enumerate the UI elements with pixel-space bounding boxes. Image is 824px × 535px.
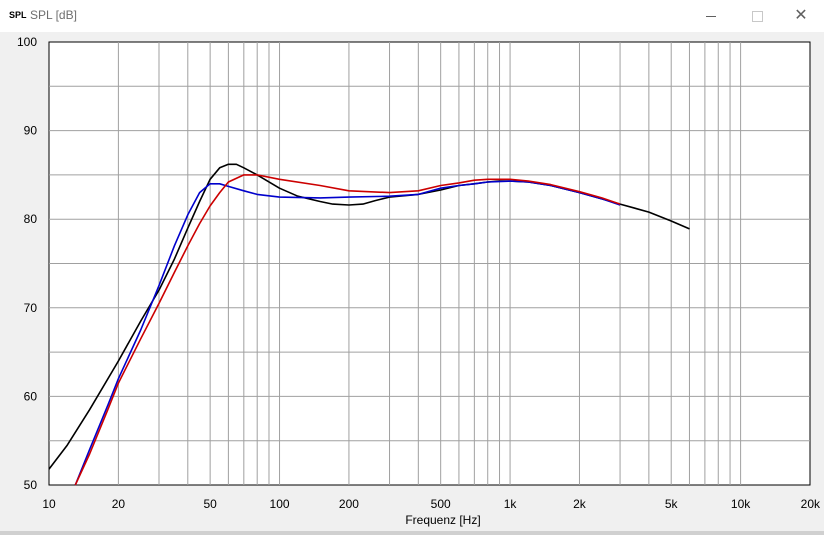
x-tick-label: 500	[431, 497, 451, 511]
series-lines	[48, 163, 690, 486]
series-line-2	[74, 180, 621, 486]
x-tick-label: 20k	[801, 497, 821, 511]
x-tick-label: 50	[203, 497, 217, 511]
minimize-icon	[706, 15, 716, 17]
app-icon: SPL	[9, 10, 27, 20]
y-tick-label: 100	[17, 35, 37, 49]
y-tick-label: 80	[24, 212, 38, 226]
x-tick-label: 200	[339, 497, 359, 511]
series-line-3	[74, 174, 621, 486]
x-tick-label: 10k	[731, 497, 751, 511]
window-title: SPL [dB]	[30, 8, 77, 22]
close-icon: ✕	[794, 7, 808, 24]
grid	[49, 42, 810, 485]
x-tick-label: 10	[42, 497, 56, 511]
x-tick-label: 2k	[573, 497, 587, 511]
x-axis-labels: 10 20 50 100 200 500 1k 2k 5k 10k 20k	[42, 497, 821, 511]
x-tick-label: 20	[112, 497, 126, 511]
y-tick-label: 50	[24, 478, 38, 492]
x-tick-label: 100	[270, 497, 290, 511]
y-tick-label: 90	[24, 124, 38, 138]
close-button[interactable]: ✕	[778, 0, 824, 32]
maximize-button[interactable]	[734, 0, 780, 32]
y-tick-label: 70	[24, 301, 38, 315]
bottom-strip	[0, 531, 824, 535]
x-axis-title: Frequenz [Hz]	[405, 513, 480, 527]
y-axis-labels: 50 60 70 80 90 100	[17, 35, 37, 492]
x-tick-label: 5k	[665, 497, 679, 511]
x-tick-label: 1k	[504, 497, 518, 511]
y-tick-label: 60	[24, 389, 38, 403]
title-bar: SPL SPL [dB] ✕	[0, 0, 824, 32]
maximize-icon	[751, 10, 763, 22]
minimize-button[interactable]	[688, 0, 734, 32]
